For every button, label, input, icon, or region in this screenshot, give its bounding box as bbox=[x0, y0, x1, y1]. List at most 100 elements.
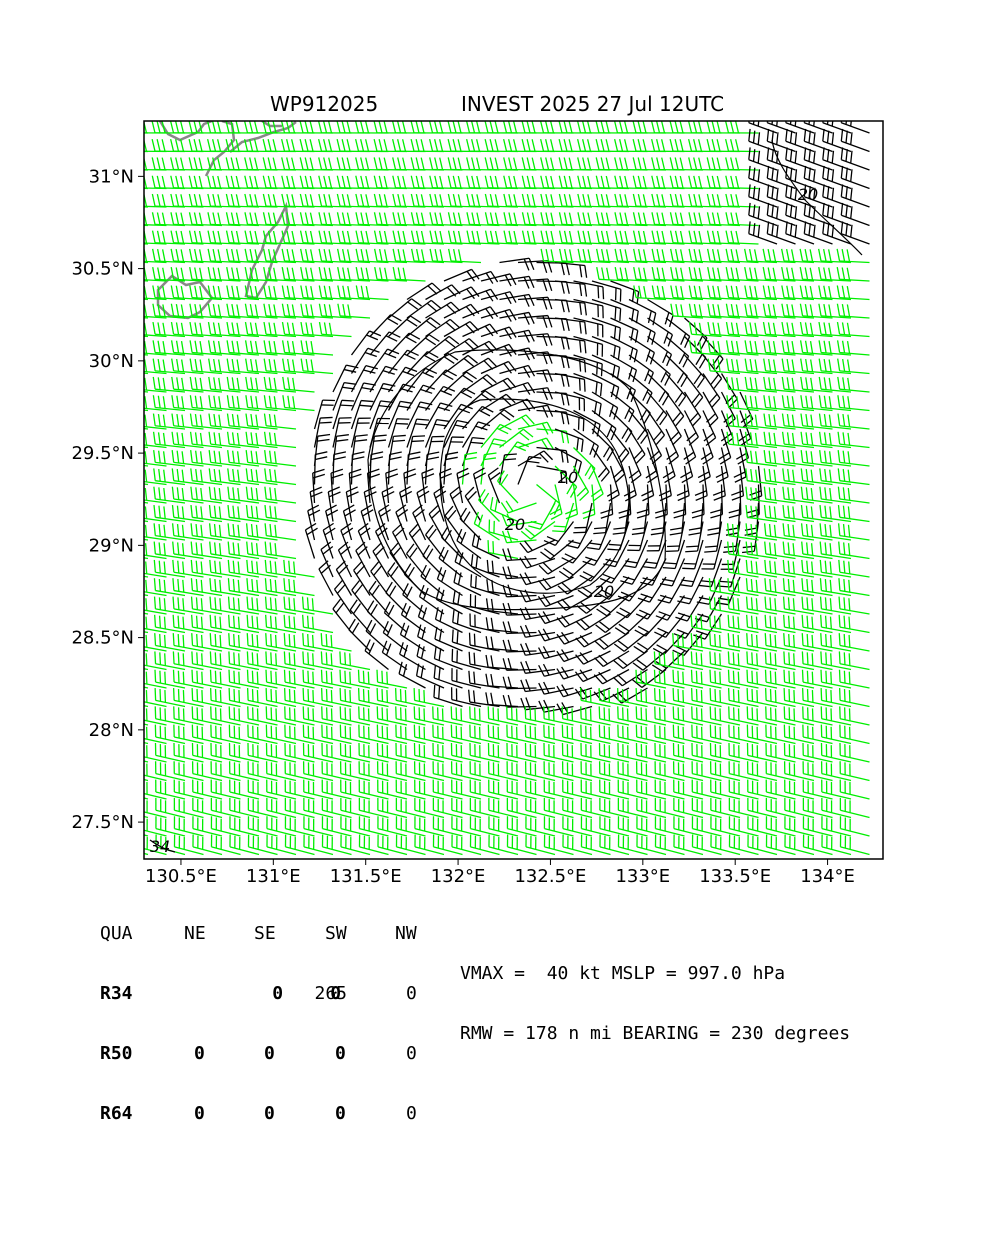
wind-barb bbox=[267, 798, 296, 818]
wind-barb bbox=[430, 176, 463, 189]
wind-barb bbox=[282, 249, 314, 263]
wind-barb bbox=[785, 761, 814, 780]
wind-barb bbox=[396, 706, 426, 725]
wind-barb bbox=[488, 743, 518, 762]
wind-barb bbox=[136, 651, 166, 669]
wind-barb bbox=[407, 300, 441, 318]
wind-barb bbox=[248, 780, 277, 799]
wind-barb bbox=[838, 432, 869, 448]
wind-barb bbox=[707, 212, 740, 225]
wind-barb bbox=[340, 725, 370, 744]
wind-barb bbox=[396, 761, 425, 780]
wind-barb bbox=[615, 121, 648, 133]
wind-barb bbox=[838, 414, 870, 429]
wind-barb bbox=[285, 670, 315, 688]
wind-barb bbox=[245, 231, 277, 244]
wind-barb bbox=[371, 562, 389, 596]
wind-barb bbox=[783, 487, 814, 503]
wind-barb bbox=[674, 780, 703, 799]
wind-barb bbox=[595, 651, 629, 666]
wind-barb bbox=[245, 212, 278, 225]
wind-barb bbox=[155, 670, 185, 688]
wind-barb bbox=[336, 561, 351, 596]
wind-barb bbox=[729, 761, 758, 780]
wind-barb bbox=[522, 194, 555, 207]
wind-barb bbox=[411, 194, 444, 207]
wind-barb bbox=[400, 623, 425, 651]
wind-barb bbox=[839, 542, 870, 559]
wind-barb bbox=[303, 633, 333, 651]
wind-barb bbox=[359, 835, 388, 855]
wind-barb bbox=[726, 249, 758, 263]
wind-barb bbox=[765, 523, 796, 540]
wind-barb bbox=[300, 212, 333, 225]
wind-barb bbox=[765, 615, 795, 633]
wind-barb bbox=[636, 706, 666, 725]
wind-barb bbox=[563, 816, 592, 836]
wind-barb bbox=[708, 249, 740, 263]
wind-barb bbox=[488, 468, 500, 503]
wind-barb bbox=[555, 281, 586, 297]
wind-barb bbox=[504, 176, 537, 189]
wind-barb bbox=[191, 578, 222, 595]
wind-barb bbox=[382, 641, 407, 670]
wind-barb bbox=[356, 249, 388, 263]
wind-barb bbox=[840, 725, 870, 744]
wind-barb bbox=[452, 835, 481, 855]
wind-barb bbox=[407, 318, 440, 337]
wind-barb bbox=[352, 581, 370, 614]
wind-barb bbox=[729, 688, 759, 706]
wind-barb bbox=[315, 435, 331, 466]
wind-barb bbox=[821, 743, 851, 762]
wind-barb bbox=[377, 725, 407, 744]
wind-barb bbox=[173, 651, 203, 669]
wind-barb bbox=[521, 679, 555, 691]
wind-barb bbox=[576, 614, 610, 630]
wind-barb bbox=[322, 743, 352, 762]
wind-barb bbox=[430, 139, 463, 151]
wind-barb bbox=[629, 429, 645, 463]
wind-barb bbox=[173, 542, 204, 559]
wind-barb bbox=[695, 466, 707, 500]
wind-barb bbox=[563, 761, 592, 780]
wind-barb bbox=[374, 121, 407, 133]
wind-barb bbox=[526, 835, 555, 855]
wind-barb bbox=[671, 267, 703, 281]
wind-barb bbox=[689, 267, 721, 281]
wind-barb bbox=[803, 816, 832, 836]
wind-barb bbox=[155, 725, 185, 744]
wind-barb bbox=[537, 263, 570, 276]
wind-barb bbox=[174, 780, 203, 799]
wind-barb bbox=[193, 816, 222, 836]
wind-barb bbox=[498, 471, 518, 503]
wind-barb bbox=[227, 249, 259, 263]
wind-barb bbox=[226, 194, 259, 207]
wind-barb bbox=[172, 487, 203, 503]
wind-barb bbox=[802, 578, 833, 595]
wind-barb bbox=[578, 194, 611, 207]
wind-barb bbox=[247, 615, 277, 633]
wind-barb bbox=[173, 615, 203, 633]
wind-barb bbox=[663, 448, 675, 483]
wind-barb bbox=[228, 560, 259, 577]
wind-barb bbox=[444, 269, 479, 281]
wind-barb bbox=[618, 835, 647, 855]
wind-barb bbox=[674, 761, 703, 780]
wind-barb bbox=[452, 761, 481, 780]
wind-barb bbox=[710, 670, 740, 688]
wind-barb bbox=[282, 231, 314, 244]
wind-barb bbox=[174, 743, 204, 762]
wind-barb bbox=[734, 448, 746, 483]
wind-barb bbox=[415, 816, 444, 836]
wind-barb bbox=[803, 743, 833, 762]
wind-barb bbox=[803, 706, 833, 725]
wind-barb bbox=[766, 816, 795, 836]
wind-barb bbox=[685, 392, 701, 426]
wind-barb bbox=[452, 780, 481, 799]
radius-ne: 0 bbox=[194, 1044, 205, 1064]
wind-barb bbox=[341, 780, 370, 799]
wind-barb bbox=[728, 560, 759, 577]
wind-barb bbox=[191, 560, 222, 577]
wind-barb bbox=[417, 486, 429, 521]
lon-tick-label: 134°E bbox=[800, 866, 855, 887]
